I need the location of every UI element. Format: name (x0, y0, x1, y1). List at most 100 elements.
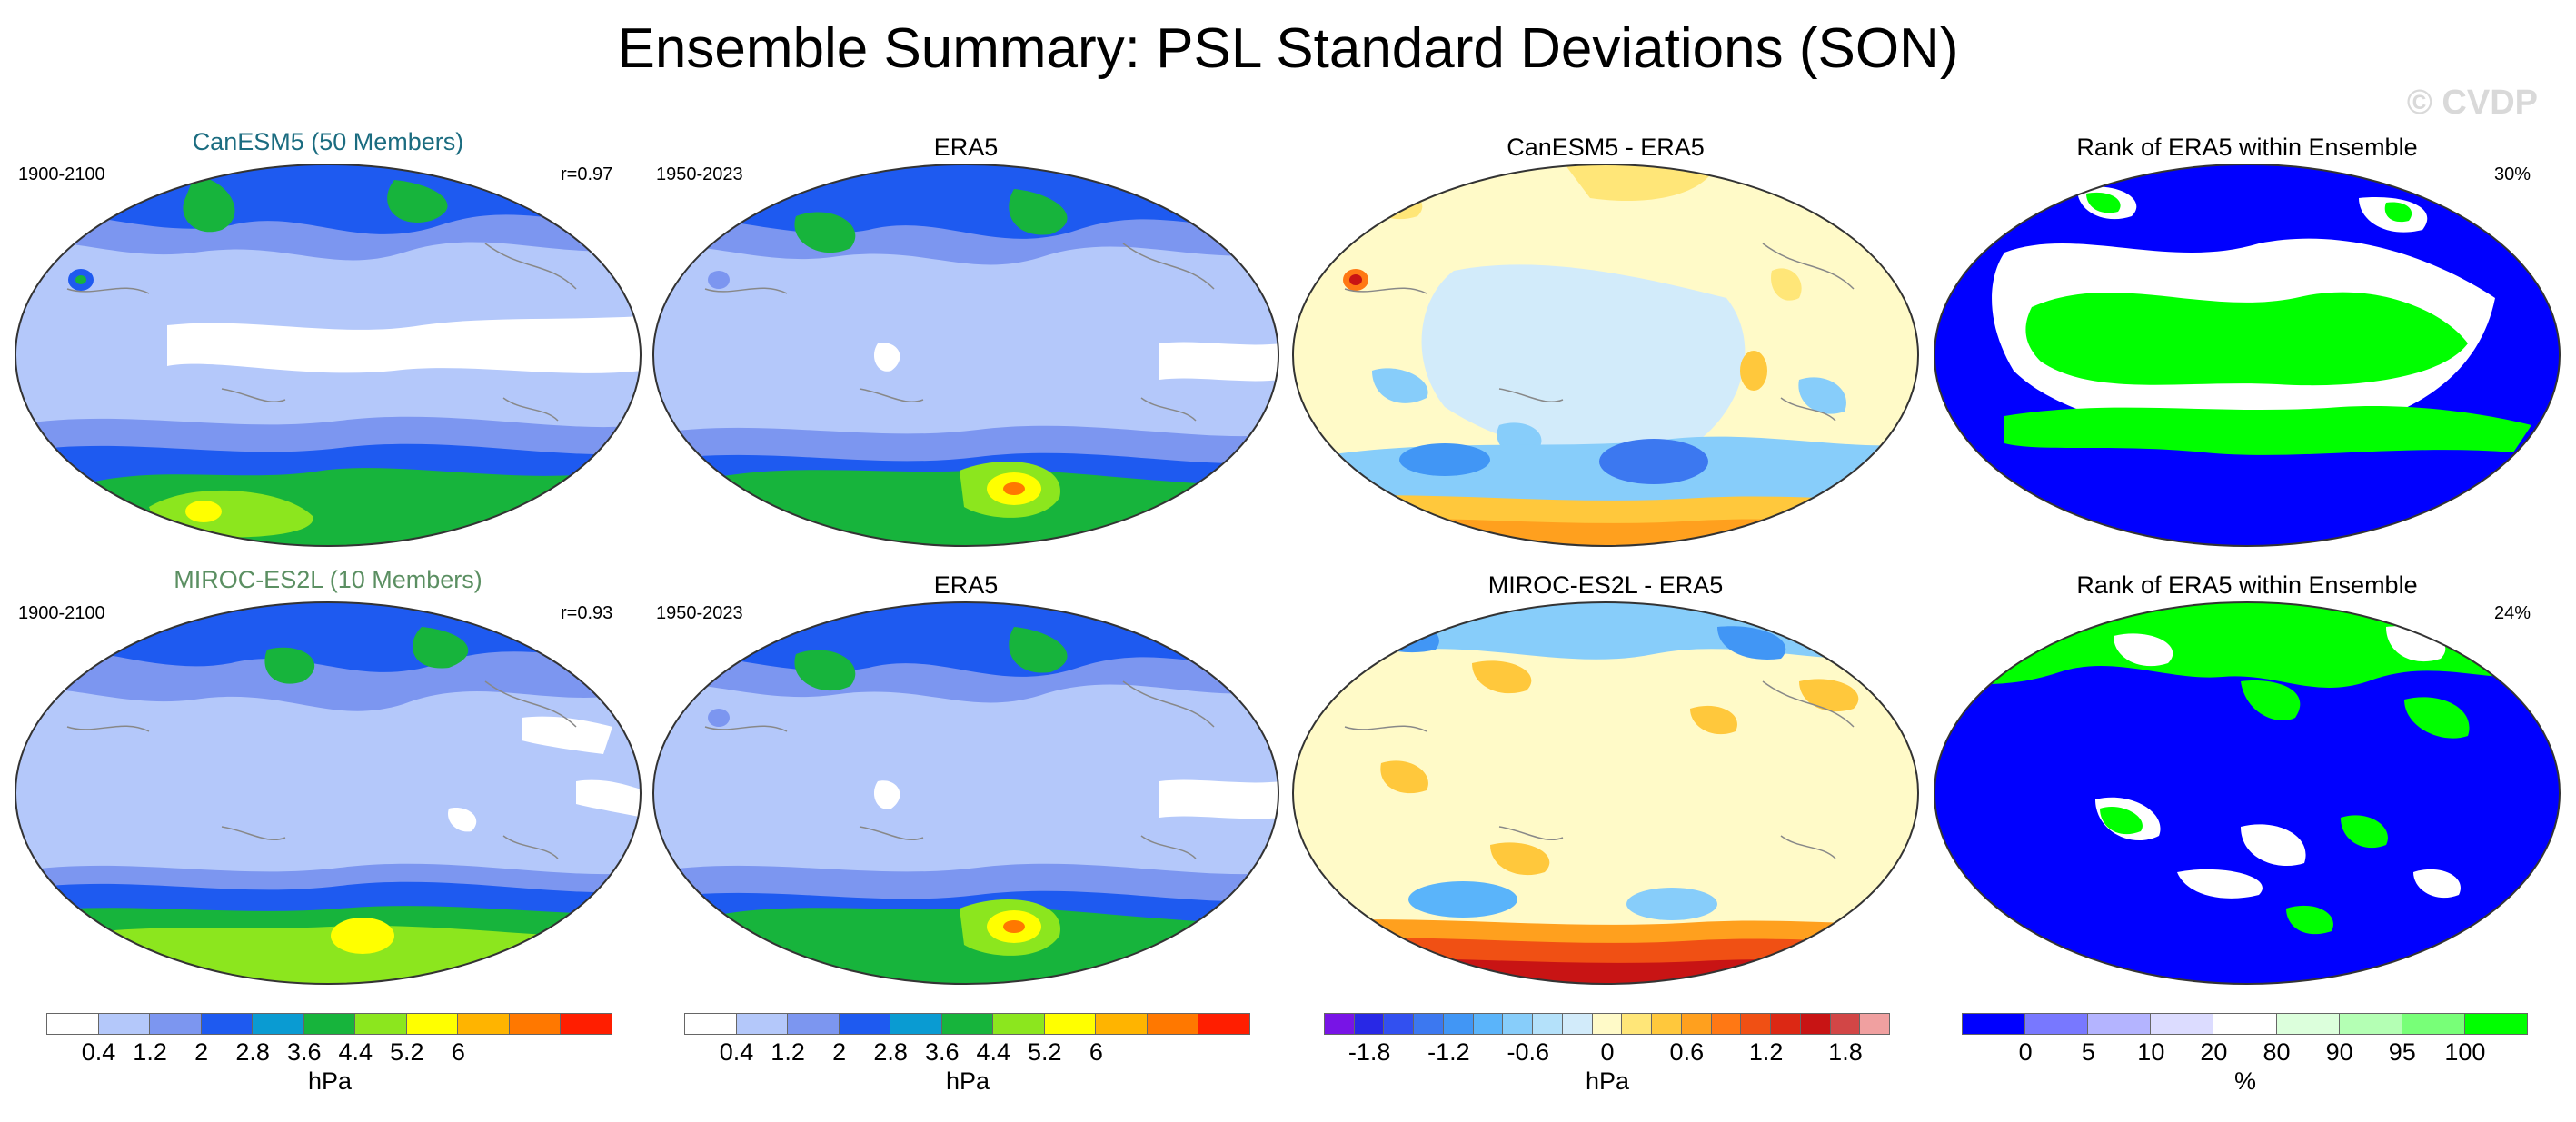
map-obs-stddev-row2 (652, 601, 1279, 985)
map-rank-row2 (1934, 601, 2561, 985)
colorbar-tick-label: 5.2 (1028, 1038, 1062, 1066)
colorbar-swatch (2213, 1013, 2277, 1035)
colorbar-tick-label: 0.4 (81, 1038, 116, 1066)
colorbar-swatch (684, 1013, 737, 1035)
colorbar-swatch (838, 1013, 891, 1035)
obs-title-row1: ERA5 (933, 134, 999, 161)
colorbar-swatch (787, 1013, 840, 1035)
map-difference-row1 (1292, 164, 1919, 547)
colorbar-tick-label: 80 (2263, 1038, 2291, 1066)
colorbar-tick-label: 6 (1089, 1038, 1103, 1066)
colorbar-tick-label: 3.6 (286, 1038, 322, 1066)
colorbar-tick-label: 2.8 (235, 1038, 270, 1066)
colorbar-swatch (992, 1013, 1045, 1035)
colorbar-tick-label: 100 (2444, 1038, 2486, 1066)
model-correlation-row2: r=0.93 (561, 603, 613, 623)
model-period-row2: 1900-2100 (18, 603, 105, 623)
colorbar-swatch (46, 1013, 99, 1035)
colorbar-rank: 0 5 10 20 80 90 95 100% (1962, 1013, 2528, 1113)
colorbar-swatch (1146, 1013, 1199, 1035)
cvdp-watermark: © CVDP (2406, 84, 2538, 122)
colorbar-tick-label: 0 (2018, 1038, 2033, 1066)
map-rank-row1 (1934, 164, 2561, 547)
colorbar-tick-label: 2 (832, 1038, 847, 1066)
diff-title-row1: CanESM5 - ERA5 (1507, 134, 1705, 161)
colorbar-swatch (560, 1013, 612, 1035)
colorbar-swatch (1829, 1013, 1861, 1035)
rank-percent-row1: 30% (2494, 164, 2531, 184)
colorbar-swatch (2087, 1013, 2152, 1035)
colorbar-swatch (1353, 1013, 1385, 1035)
colorbar-swatch (252, 1013, 304, 1035)
colorbar-tick-label: 0.6 (1669, 1038, 1705, 1066)
map-model-stddev-row2 (15, 601, 642, 985)
colorbar-swatch (1324, 1013, 1355, 1035)
colorbar-swatch (2463, 1013, 2528, 1035)
colorbar-swatch (1859, 1013, 1890, 1035)
colorbar-swatch (1740, 1013, 1772, 1035)
colorbar-stddev-obs: 0.4 1.2 2 2.8 3.6 4.4 5.2 6 hPa (684, 1013, 1250, 1113)
colorbar-unit: % (2233, 1067, 2257, 1095)
colorbar-swatch (1561, 1013, 1593, 1035)
colorbar-swatch (2150, 1013, 2214, 1035)
colorbar-swatch (1043, 1013, 1097, 1035)
model-title-row1: CanESM5 (50 Members) (192, 128, 464, 155)
colorbar-swatch (735, 1013, 789, 1035)
colorbar-tick-label: 10 (2137, 1038, 2165, 1066)
colorbar-swatch (890, 1013, 942, 1035)
colorbar-swatch (354, 1013, 407, 1035)
colorbar-tick-label: -0.6 (1507, 1038, 1549, 1066)
colorbar-tick-label: 95 (2388, 1038, 2416, 1066)
rank-title-row2: Rank of ERA5 within Ensemble (2076, 571, 2418, 599)
obs-period-row2: 1950-2023 (656, 603, 743, 623)
colorbar-swatch (149, 1013, 202, 1035)
colorbar-tick-label: 4.4 (976, 1038, 1011, 1066)
colorbar-swatch (2024, 1013, 2089, 1035)
colorbar-swatch (1472, 1013, 1504, 1035)
colorbar-swatch (1198, 1013, 1250, 1035)
obs-title-row2: ERA5 (933, 571, 999, 599)
colorbar-tick-label: -1.2 (1427, 1038, 1470, 1066)
colorbar-tick-label: 1.2 (771, 1038, 805, 1066)
colorbar-swatch (1095, 1013, 1148, 1035)
colorbar-tick-label: 5 (2081, 1038, 2095, 1066)
colorbar-swatch (508, 1013, 562, 1035)
colorbar-tick-label: 3.6 (924, 1038, 960, 1066)
colorbar-swatch (2338, 1013, 2402, 1035)
colorbar-swatch (1799, 1013, 1831, 1035)
colorbar-swatch (303, 1013, 356, 1035)
colorbar-tick-label: 2 (194, 1038, 209, 1066)
colorbar-tick-label: 1.2 (1748, 1038, 1784, 1066)
colorbar-swatch (1413, 1013, 1444, 1035)
colorbar-tick-label: 5.2 (390, 1038, 424, 1066)
model-period-row1: 1900-2100 (18, 164, 105, 184)
figure-title: Ensemble Summary: PSL Standard Deviation… (617, 17, 1959, 80)
rank-percent-row2: 24% (2494, 603, 2531, 623)
colorbar-tick-label: 4.4 (338, 1038, 373, 1066)
map-model-stddev-row1 (15, 164, 642, 547)
map-difference-row2 (1292, 601, 1919, 985)
colorbar-swatch (1770, 1013, 1801, 1035)
colorbar-swatch (457, 1013, 510, 1035)
map-obs-stddev-row1 (652, 164, 1279, 547)
colorbar-swatch (200, 1013, 254, 1035)
colorbar-swatch (1621, 1013, 1653, 1035)
colorbar-swatch (940, 1013, 994, 1035)
colorbar-difference: -1.8 -1.2 -0.6 0 0.6 1.2 1.8 hPa (1324, 1013, 1890, 1113)
colorbar-swatch (1502, 1013, 1534, 1035)
colorbar-swatch (1651, 1013, 1682, 1035)
obs-period-row1: 1950-2023 (656, 164, 743, 184)
colorbar-tick-label: 20 (2200, 1038, 2228, 1066)
colorbar-swatch (2275, 1013, 2340, 1035)
colorbar-tick-label: 6 (451, 1038, 465, 1066)
colorbar-swatch (1532, 1013, 1563, 1035)
colorbar-tick-label: 90 (2325, 1038, 2353, 1066)
colorbar-swatch (405, 1013, 459, 1035)
colorbar-swatch (1591, 1013, 1623, 1035)
model-correlation-row1: r=0.97 (561, 164, 613, 184)
colorbar-tick-label: 0.4 (719, 1038, 754, 1066)
colorbar-swatch (1710, 1013, 1742, 1035)
colorbar-unit: hPa (945, 1067, 990, 1095)
colorbar-swatch (1680, 1013, 1712, 1035)
colorbar-stddev-model: 0.4 1.2 2 2.8 3.6 4.4 5.2 6 hPa (46, 1013, 612, 1113)
